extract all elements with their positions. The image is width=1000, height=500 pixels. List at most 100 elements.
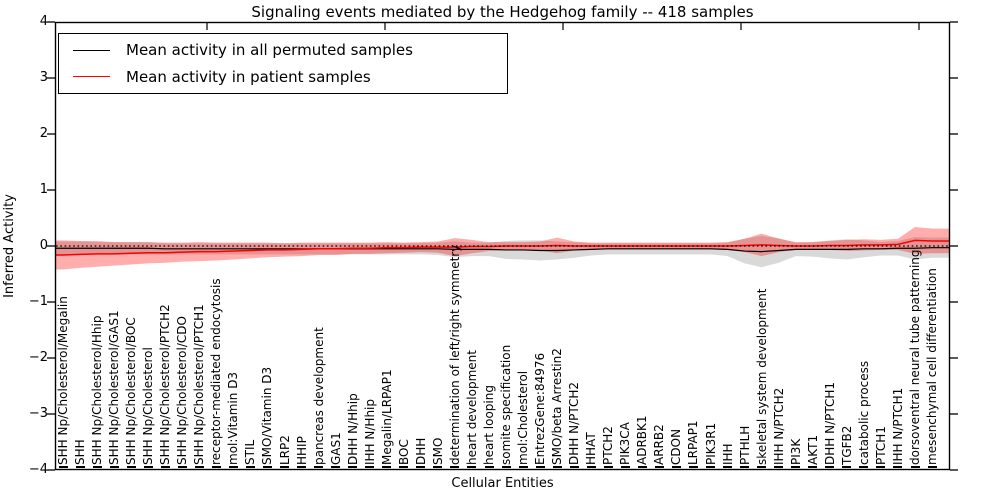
x-tick-label: heart looping (482, 385, 496, 465)
legend-line-permuted-icon (73, 49, 110, 51)
x-tick-label: CDON (669, 428, 684, 465)
x-tick-label: PTCH2 (601, 426, 616, 465)
x-tick-label: DHH N/PTCH2 (567, 381, 582, 465)
x-tick-label: mol:Cholesterol (516, 370, 531, 465)
y-tick-label: 3 (39, 70, 48, 85)
permuted-band (56, 235, 949, 268)
x-tick-mark (314, 466, 324, 468)
chart-title: Signaling events mediated by the Hedgeho… (251, 3, 754, 21)
x-tick-label: IHH N/Hhip (362, 399, 377, 465)
x-tick-mark (825, 466, 835, 468)
y-tick-label: 0 (39, 238, 48, 253)
x-tick-mark (211, 466, 221, 468)
x-tick-mark (808, 466, 818, 468)
x-tick-label: SHH Np/Cholesterol/BOC (124, 317, 139, 465)
x-tick-label: catabolic process (856, 360, 871, 465)
x-tick-mark (757, 466, 767, 468)
x-tick-label: IHH N/PTCH1 (890, 387, 905, 465)
x-tick-label: PIK3CA (618, 422, 633, 465)
legend: Mean activity in all permuted samples Me… (58, 33, 508, 94)
x-tick-mark (927, 466, 937, 468)
x-tick-mark (501, 466, 511, 468)
axes-frame (54, 21, 951, 471)
legend-row-patient: Mean activity in patient samples (59, 64, 507, 90)
x-tick-mark (484, 466, 494, 468)
x-tick-mark (382, 466, 392, 468)
x-tick-label: PTCH1 (873, 426, 888, 465)
x-tick-mark (637, 466, 647, 468)
x-tick-label: pancreas development (311, 327, 326, 465)
legend-row-permuted: Mean activity in all permuted samples (59, 37, 507, 63)
x-tick-mark (160, 466, 170, 468)
x-tick-label: determination of left/right symmetry (447, 244, 462, 465)
x-tick-label: skeletal system development (754, 288, 769, 465)
x-tick-mark (262, 466, 272, 468)
x-tick-label: LRP2 (277, 435, 292, 465)
x-tick-label: SHH Np/Cholesterol/Megalin (56, 296, 70, 465)
x-tick-label: somite specification (499, 344, 514, 465)
x-tick-mark (280, 466, 290, 468)
x-tick-mark (399, 466, 409, 468)
x-tick-mark (876, 466, 886, 468)
x-tick-label: SMO/Vitamin D3 (260, 366, 275, 465)
x-tick-label: HHIP (294, 436, 309, 465)
permuted-mean-line (56, 247, 949, 253)
x-tick-label: GAS1 (328, 432, 343, 465)
x-tick-label: STIL (243, 439, 258, 465)
x-tick-mark (177, 466, 187, 468)
x-tick-label: DHH N/Hhip (345, 393, 360, 465)
x-tick-mark (791, 466, 801, 468)
x-tick-mark (143, 466, 153, 468)
y-tick-label: −3 (28, 406, 48, 421)
x-tick-mark (552, 466, 562, 468)
y-tick-label: 1 (39, 182, 48, 197)
x-tick-label: SHH Np/Cholesterol/GAS1 (107, 310, 122, 465)
x-tick-label: AKT1 (805, 434, 820, 465)
x-tick-label: receptor-mediated endocytosis (209, 278, 224, 465)
x-tick-label: LRPAP1 (686, 420, 701, 465)
x-tick-mark (194, 466, 204, 468)
x-tick-label: SHH Np/Cholesterol/CDO (175, 316, 190, 465)
y-tick-label: 2 (39, 126, 48, 141)
x-tick-mark (245, 466, 255, 468)
x-tick-label: SMO (430, 437, 445, 465)
x-tick-label: PTHLH (737, 425, 752, 465)
x-tick-mark (297, 466, 307, 468)
x-tick-mark (671, 466, 681, 468)
x-tick-label: dorsoventral neural tube patterning (908, 249, 922, 465)
x-tick-mark (893, 466, 903, 468)
x-tick-mark (620, 466, 630, 468)
x-tick-mark (416, 466, 426, 468)
x-tick-mark (859, 466, 869, 468)
x-tick-mark (774, 466, 784, 468)
legend-line-patient-icon (73, 76, 110, 78)
x-tick-label: TGFB2 (839, 425, 854, 465)
x-tick-label: ADRBK1 (635, 415, 650, 465)
x-tick-mark (723, 466, 733, 468)
x-tick-mark (910, 466, 920, 468)
y-tick-label: 4 (39, 14, 48, 29)
y-tick-label: −2 (28, 350, 48, 365)
x-tick-label: HHAT (584, 432, 599, 465)
x-tick-mark (228, 466, 238, 468)
x-tick-label: DHH N/PTCH1 (822, 381, 837, 465)
x-tick-mark (58, 466, 68, 468)
x-tick-mark (467, 466, 477, 468)
x-tick-mark (75, 466, 85, 468)
x-tick-label: IHH N/PTCH2 (771, 387, 786, 465)
x-tick-label: SHH Np/Cholesterol (141, 347, 156, 465)
x-tick-mark (535, 466, 545, 468)
x-tick-label: EntrezGene:84976 (533, 352, 548, 465)
x-tick-mark (586, 466, 596, 468)
x-tick-mark (450, 466, 460, 468)
x-tick-mark (126, 466, 136, 468)
x-axis-label: Cellular Entities (451, 476, 554, 491)
x-tick-label: SHH (73, 439, 88, 465)
y-tick-label: −4 (28, 462, 48, 477)
x-tick-mark (433, 466, 443, 468)
x-tick-mark (740, 466, 750, 468)
x-tick-label: SMO/beta Arrestin2 (550, 348, 565, 465)
x-tick-label: mesenchymal cell differentiation (925, 268, 940, 465)
x-tick-mark (518, 466, 528, 468)
